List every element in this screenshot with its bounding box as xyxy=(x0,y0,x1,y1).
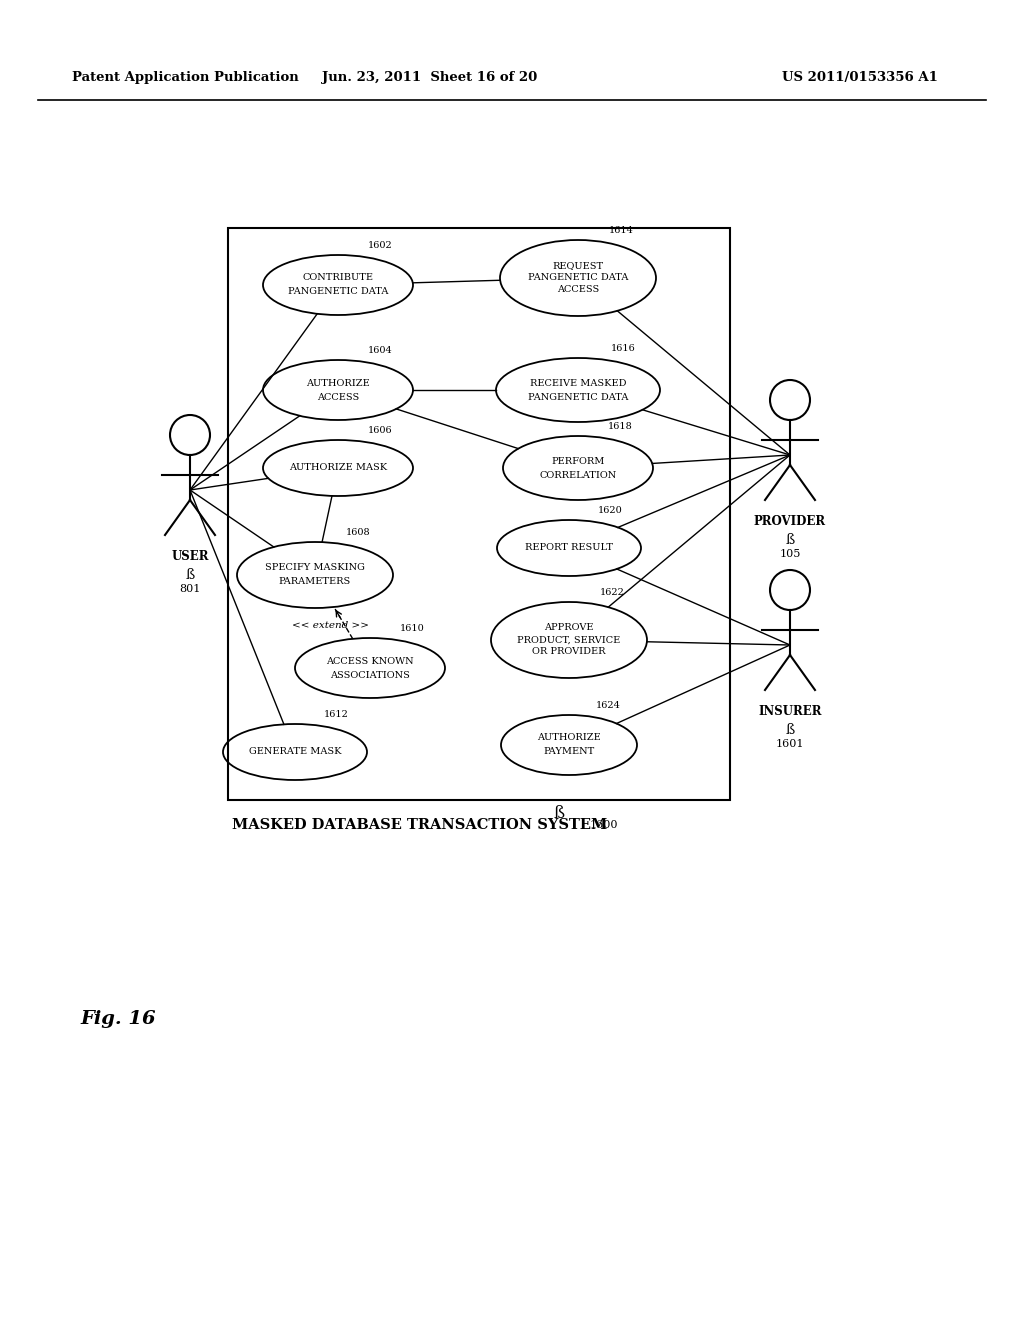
Text: PARAMETERS: PARAMETERS xyxy=(279,578,351,586)
Text: << extend >>: << extend >> xyxy=(292,620,369,630)
Text: REPORT RESULT: REPORT RESULT xyxy=(525,544,613,553)
Text: ß: ß xyxy=(785,723,795,737)
Text: 1624: 1624 xyxy=(596,701,622,710)
Text: 1602: 1602 xyxy=(368,242,393,249)
Text: AUTHORIZE: AUTHORIZE xyxy=(306,379,370,388)
Text: AUTHORIZE MASK: AUTHORIZE MASK xyxy=(289,463,387,473)
Text: MASKED DATABASE TRANSACTION SYSTEM: MASKED DATABASE TRANSACTION SYSTEM xyxy=(232,818,607,832)
Text: 1610: 1610 xyxy=(400,624,425,634)
Text: ß: ß xyxy=(185,568,195,582)
Text: PANGENETIC DATA: PANGENETIC DATA xyxy=(527,273,628,282)
Text: 105: 105 xyxy=(779,549,801,558)
Text: CONTRIBUTE: CONTRIBUTE xyxy=(302,273,374,282)
Text: ß: ß xyxy=(785,533,795,546)
Text: 1606: 1606 xyxy=(368,426,392,436)
Text: SPECIFY MASKING: SPECIFY MASKING xyxy=(265,564,365,573)
Text: OR PROVIDER: OR PROVIDER xyxy=(532,648,606,656)
Text: AUTHORIZE: AUTHORIZE xyxy=(538,734,601,742)
Text: PERFORM: PERFORM xyxy=(551,457,605,466)
Text: 1622: 1622 xyxy=(600,587,625,597)
Text: ACCESS: ACCESS xyxy=(557,285,599,294)
Text: 1604: 1604 xyxy=(368,346,393,355)
Bar xyxy=(228,228,730,800)
Text: 1600: 1600 xyxy=(590,820,618,830)
Text: 801: 801 xyxy=(179,583,201,594)
Text: ACCESS KNOWN: ACCESS KNOWN xyxy=(327,656,414,665)
Text: 1620: 1620 xyxy=(598,506,623,515)
Text: 1618: 1618 xyxy=(608,422,633,432)
Text: USER: USER xyxy=(171,550,209,564)
Text: 1608: 1608 xyxy=(346,528,371,537)
Text: INSURER: INSURER xyxy=(758,705,821,718)
Text: APPROVE: APPROVE xyxy=(544,623,594,632)
Text: US 2011/0153356 A1: US 2011/0153356 A1 xyxy=(782,71,938,84)
Text: Fig. 16: Fig. 16 xyxy=(80,1010,156,1028)
Text: REQUEST: REQUEST xyxy=(552,261,603,271)
Text: PRODUCT, SERVICE: PRODUCT, SERVICE xyxy=(517,635,621,644)
Text: ß: ß xyxy=(553,805,564,822)
Text: PROVIDER: PROVIDER xyxy=(754,515,826,528)
Text: PANGENETIC DATA: PANGENETIC DATA xyxy=(527,392,628,401)
Text: GENERATE MASK: GENERATE MASK xyxy=(249,747,341,756)
Text: CORRELATION: CORRELATION xyxy=(540,470,616,479)
Text: ACCESS: ACCESS xyxy=(316,392,359,401)
Text: PAYMENT: PAYMENT xyxy=(544,747,595,756)
Text: RECEIVE MASKED: RECEIVE MASKED xyxy=(529,379,627,388)
Text: ASSOCIATIONS: ASSOCIATIONS xyxy=(330,671,410,680)
Text: Patent Application Publication: Patent Application Publication xyxy=(72,71,299,84)
Text: 1614: 1614 xyxy=(609,226,634,235)
Text: 1612: 1612 xyxy=(324,710,349,719)
Text: PANGENETIC DATA: PANGENETIC DATA xyxy=(288,288,388,297)
Text: Jun. 23, 2011  Sheet 16 of 20: Jun. 23, 2011 Sheet 16 of 20 xyxy=(323,71,538,84)
Text: 1601: 1601 xyxy=(776,739,804,748)
Text: 1616: 1616 xyxy=(610,345,636,352)
